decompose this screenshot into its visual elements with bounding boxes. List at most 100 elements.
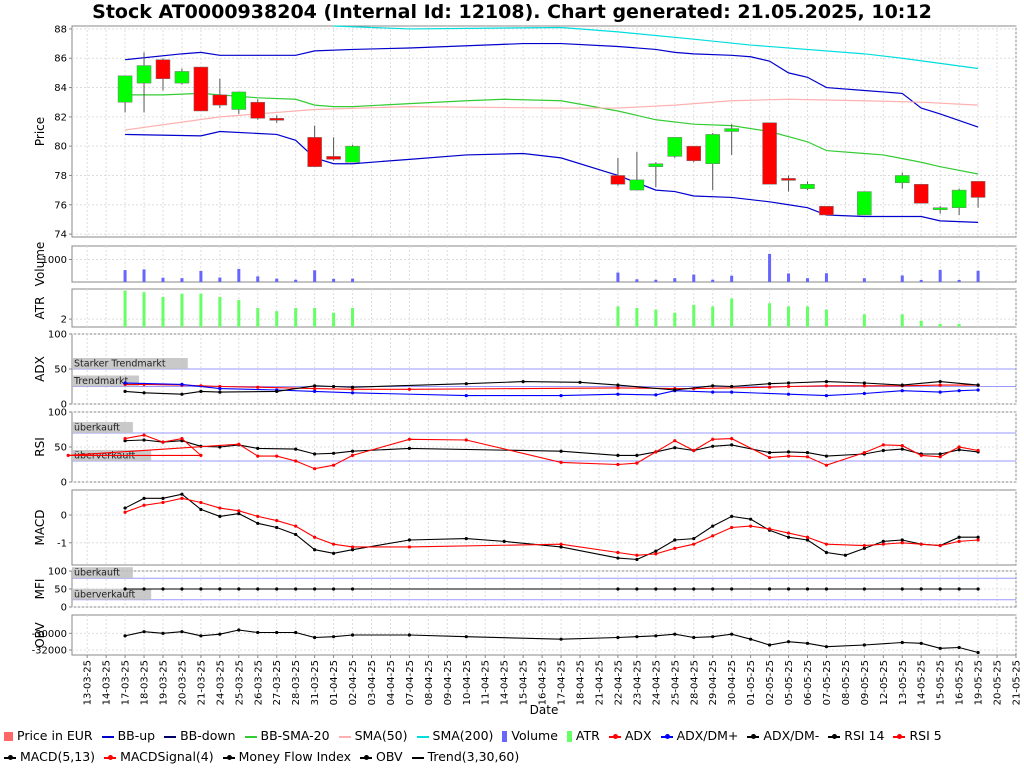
- series-point: [559, 449, 563, 453]
- series-point: [900, 587, 904, 591]
- bar: [635, 279, 639, 282]
- legend-item: ADX/DM+: [660, 725, 738, 746]
- series-point: [711, 635, 715, 639]
- x-tick-label: 14-03-25: [102, 660, 113, 705]
- candle: [648, 163, 664, 167]
- series-point: [256, 454, 260, 458]
- x-tick-label: 21-03-25: [196, 660, 207, 705]
- bar: [787, 306, 791, 327]
- y-tick-label: -32000: [32, 646, 67, 657]
- candle: [667, 137, 683, 157]
- candle: [686, 145, 702, 162]
- series-line: [125, 92, 979, 175]
- x-tick-label: 14-04-25: [500, 660, 511, 705]
- candle: [913, 184, 929, 204]
- x-tick-label: 20-05-25: [993, 660, 1004, 705]
- series-point: [938, 455, 942, 459]
- legend-item: Money Flow Index: [222, 746, 351, 767]
- bar: [161, 296, 165, 327]
- series-point: [142, 433, 146, 437]
- series-point: [331, 542, 336, 546]
- panel-adx: 0 50 100 ADX Starker Trendmarkt Trendmarkt: [33, 330, 1017, 411]
- legend-symbol: [416, 735, 429, 738]
- legend-symbol: [608, 733, 621, 739]
- series-point: [464, 394, 468, 398]
- candle: [212, 94, 228, 106]
- series-point: [938, 587, 942, 591]
- series-point: [256, 385, 260, 389]
- bar: [275, 278, 279, 282]
- legend-label: ADX: [624, 728, 652, 743]
- legend-label: Money Flow Index: [238, 749, 351, 764]
- series-point: [313, 387, 317, 391]
- series-point: [786, 450, 791, 454]
- x-tick-label: 31-03-25: [310, 660, 321, 705]
- y-axis-label: MFI: [33, 579, 47, 600]
- series-point: [900, 640, 904, 645]
- y-tick-label: 86: [54, 54, 67, 65]
- series-point: [976, 383, 980, 387]
- series-point: [331, 384, 336, 389]
- y-axis-label: OBV: [33, 621, 47, 647]
- zone-label-bg: [72, 422, 133, 433]
- x-axis-label: Date: [530, 703, 559, 717]
- series-point: [730, 384, 734, 389]
- series-point: [919, 453, 923, 457]
- bar: [805, 306, 809, 327]
- series-point: [199, 587, 203, 591]
- series-point: [919, 587, 923, 591]
- series-point: [938, 390, 942, 394]
- bar: [938, 269, 942, 282]
- candle: [193, 66, 209, 112]
- series-point: [881, 542, 885, 546]
- series-point: [161, 496, 165, 500]
- x-tick-label: 07-05-25: [822, 660, 833, 705]
- x-tick-label: 27-03-25: [272, 660, 283, 705]
- candle: [345, 145, 360, 163]
- candle: [819, 205, 834, 216]
- series-line: [125, 42, 979, 128]
- bar: [654, 279, 658, 282]
- series-point: [616, 556, 620, 560]
- panel-frame: [71, 245, 1017, 283]
- series-point: [881, 539, 885, 543]
- series-point: [616, 392, 620, 396]
- series-point: [635, 553, 639, 557]
- legend-label: BB-down: [180, 728, 236, 743]
- series-point: [957, 645, 961, 650]
- y-tick-label: 50: [54, 365, 67, 376]
- legend-symbol: [502, 731, 508, 742]
- series-point: [275, 587, 279, 591]
- series-point: [350, 633, 355, 637]
- series-point: [559, 542, 563, 546]
- y-tick-label: 100: [48, 330, 67, 341]
- zone-label: überkauft: [74, 568, 120, 579]
- bar: [711, 306, 715, 327]
- candle: [781, 178, 796, 181]
- series-point: [294, 532, 298, 537]
- x-tick-label: 19-05-25: [974, 660, 985, 705]
- zone-label: überverkauft: [74, 589, 136, 600]
- series-point: [957, 448, 961, 452]
- x-tick-label: 25-03-25: [234, 660, 245, 705]
- x-tick-label: 17-03-25: [121, 660, 132, 705]
- series-point: [824, 394, 829, 398]
- series-point: [635, 461, 639, 465]
- bar: [218, 277, 222, 282]
- series-point: [350, 391, 355, 395]
- candle: [895, 175, 910, 184]
- series-point: [711, 587, 715, 591]
- bar: [180, 293, 184, 327]
- series-point: [919, 542, 923, 546]
- legend-item: BB-down: [164, 725, 236, 746]
- series-point: [767, 587, 772, 591]
- series-point: [123, 381, 127, 385]
- bar: [919, 279, 923, 282]
- series-point: [350, 449, 355, 453]
- series-point: [331, 463, 336, 467]
- series-point: [180, 496, 184, 500]
- legend-item: OBV: [359, 746, 403, 767]
- bar: [313, 270, 317, 282]
- candle: [136, 65, 152, 84]
